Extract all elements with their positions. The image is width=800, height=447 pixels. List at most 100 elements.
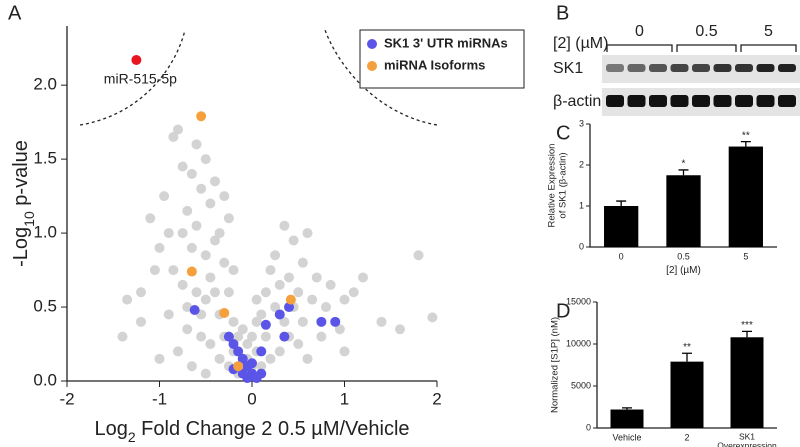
point — [196, 183, 207, 194]
y-tick-label: 10000 — [566, 338, 591, 348]
point — [265, 265, 276, 276]
panel-letter: D — [556, 300, 570, 322]
x-tick-label: 0 — [619, 251, 624, 261]
label-part: 10 — [21, 211, 37, 227]
point — [228, 265, 239, 276]
point — [177, 161, 188, 172]
point — [274, 346, 285, 357]
point — [200, 368, 211, 379]
error-bar — [682, 352, 692, 362]
point — [223, 331, 234, 342]
point — [413, 250, 424, 261]
axis-label: -Log10 p-value — [10, 140, 36, 267]
point — [316, 331, 327, 342]
point — [196, 111, 207, 122]
point-label: miR-515-5p — [104, 71, 177, 87]
point — [297, 257, 308, 268]
error-bar — [742, 330, 752, 338]
point — [256, 368, 267, 379]
bar — [670, 361, 704, 428]
point — [205, 339, 216, 350]
panel-letter: C — [556, 122, 570, 144]
panel-letter: A — [8, 2, 22, 24]
point — [334, 324, 345, 335]
point — [154, 242, 165, 253]
point — [321, 302, 331, 313]
point — [233, 331, 244, 342]
point — [256, 309, 267, 320]
point — [210, 235, 220, 246]
significance: ** — [683, 342, 691, 353]
point — [173, 124, 183, 135]
point — [311, 272, 322, 283]
bar — [728, 146, 763, 247]
label-part: 2 — [557, 35, 566, 52]
row-label: β-actin — [553, 93, 601, 110]
point — [270, 250, 281, 261]
point — [265, 353, 276, 364]
point — [210, 287, 220, 298]
y-tick-label: 1 — [579, 200, 584, 210]
x-tick-label: -2 — [59, 389, 74, 408]
x-tick-label: Overexpression — [717, 440, 777, 447]
point — [339, 294, 350, 305]
x-tick-label: -1 — [152, 389, 167, 408]
significance: ** — [742, 130, 750, 141]
point — [302, 228, 313, 239]
point — [223, 213, 234, 224]
point — [131, 55, 142, 66]
point — [219, 191, 230, 202]
point — [136, 316, 146, 327]
axis-label: Relative Expression — [547, 144, 558, 228]
legend-marker — [367, 61, 377, 71]
y-tick-label: 15000 — [566, 296, 591, 306]
blot-band — [670, 64, 689, 72]
point — [279, 331, 290, 342]
point — [182, 324, 193, 335]
error-bar — [678, 169, 689, 176]
y-tick-label: 0.0 — [33, 370, 57, 389]
threshold-curve — [324, 29, 438, 126]
significance: * — [682, 159, 686, 170]
axis-label: Normalized [S1P] (nM) — [550, 317, 561, 413]
point — [163, 309, 174, 320]
point — [159, 191, 170, 202]
point — [210, 176, 220, 187]
point — [122, 294, 133, 305]
point — [251, 316, 262, 327]
blot-band — [670, 95, 689, 107]
point — [200, 294, 211, 305]
point — [256, 346, 267, 357]
label-part: ] (µM) — [675, 265, 701, 276]
point — [260, 319, 271, 330]
axis-label: [2] (µM) — [666, 265, 701, 276]
blot-band — [735, 64, 753, 72]
point — [302, 353, 313, 364]
point — [173, 346, 183, 357]
point — [279, 220, 290, 231]
point — [325, 279, 336, 290]
legend-marker — [367, 39, 377, 49]
point — [223, 287, 234, 298]
point — [205, 198, 216, 209]
point — [145, 213, 156, 224]
point — [189, 305, 200, 315]
x-tick-label: 0.5 — [677, 251, 690, 261]
label-part: [ — [666, 265, 669, 276]
bar — [610, 409, 644, 428]
point — [376, 316, 387, 327]
point — [149, 265, 160, 276]
point — [274, 309, 285, 320]
point — [274, 279, 285, 290]
blot-band — [756, 95, 775, 107]
axis-label: Log2 Fold Change 2 0.5 µM/Vehicle — [94, 418, 409, 444]
row-label: SK1 — [553, 60, 583, 77]
y-tick-label: 0 — [586, 422, 591, 432]
point — [228, 339, 239, 350]
point — [168, 265, 179, 276]
x-tick-label: 2 — [684, 432, 689, 442]
blot-band — [649, 64, 667, 72]
blot-band — [778, 95, 796, 107]
point — [237, 324, 248, 335]
